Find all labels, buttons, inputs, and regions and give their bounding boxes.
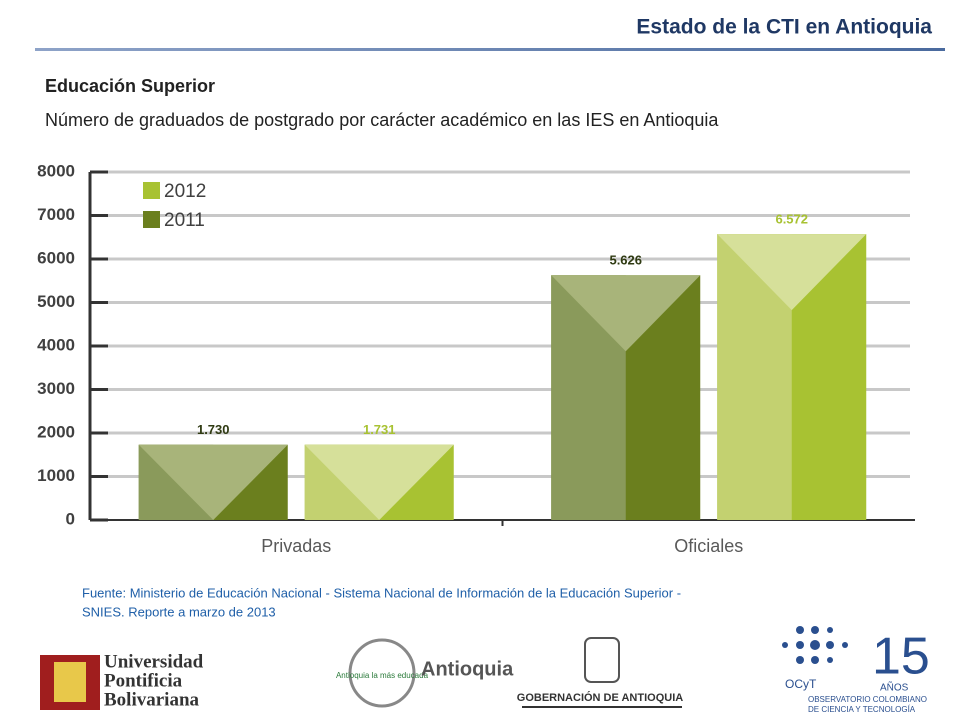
ocyt-name: DE CIENCIA Y TECNOLOGÍA <box>808 705 916 714</box>
upb-name: Bolivariana <box>104 689 200 710</box>
bar-facet <box>551 275 701 352</box>
x-tick-label: Oficiales <box>674 536 743 556</box>
legend-label: 2012 <box>164 181 206 202</box>
seal-text: Antioquia la más educada <box>336 671 429 680</box>
y-tick-label: 8000 <box>37 161 75 180</box>
ocyt-dots <box>782 626 848 664</box>
y-tick-label: 6000 <box>37 248 75 267</box>
value-label: 6.572 <box>775 212 808 227</box>
gob-text: GOBERNACIÓN DE ANTIOQUIA <box>517 691 683 704</box>
gob-line <box>522 706 682 708</box>
section-title: Educación Superior <box>45 76 215 96</box>
upb-shield-inner <box>54 662 86 702</box>
y-tick-label: 5000 <box>37 292 75 311</box>
legend-swatch <box>143 182 160 199</box>
header-title: Estado de la CTI en Antioquia <box>636 16 932 39</box>
chart-title: Número de graduados de postgrado por car… <box>45 110 719 130</box>
y-tick-label: 4000 <box>37 335 75 354</box>
bar-facet <box>138 444 288 520</box>
upb-name: Pontificia <box>104 670 183 691</box>
source-line: SNIES. Reporte a marzo de 2013 <box>82 604 276 619</box>
value-label: 5.626 <box>609 253 642 268</box>
bar-facet <box>304 444 454 520</box>
logo-upb: Universidad Pontificia Bolivariana <box>40 651 204 710</box>
ocyt-acronym: OCyT <box>785 677 817 691</box>
source-line: Fuente: Ministerio de Educación Nacional… <box>82 585 681 600</box>
gob-shield <box>584 637 620 683</box>
ocyt-years: AÑOS <box>880 681 909 694</box>
legend-swatch <box>143 211 160 228</box>
value-label: 1.730 <box>197 422 230 437</box>
y-tick-label: 1000 <box>37 466 75 485</box>
antioquia-text: Antioquia <box>421 658 514 680</box>
y-tick-label: 3000 <box>37 379 75 398</box>
ocyt-number: 15 <box>872 628 930 686</box>
header-line <box>35 48 945 51</box>
chart: 0 1000 2000 3000 4000 5000 6000 7000 8000 Privada… <box>37 161 915 556</box>
y-tick-label: 7000 <box>37 205 75 224</box>
ocyt-name: OBSERVATORIO COLOMBIANO <box>808 695 927 704</box>
y-tick-label: 0 <box>66 509 75 528</box>
logo-ocyt: 15 AÑOS OCyT OBSERVATORIO COLOMBIANO DE … <box>782 626 930 714</box>
upb-name: Universidad <box>104 651 204 672</box>
x-tick-label: Privadas <box>261 536 331 556</box>
bar-facet <box>717 234 867 311</box>
logo-antioquia: Antioquia la más educada Antioquia <box>336 638 514 708</box>
legend-label: 2011 <box>164 210 205 231</box>
logo-gobernacion: GOBERNACIÓN DE ANTIOQUIA <box>517 637 683 708</box>
seal-ring <box>348 638 416 708</box>
y-tick-label: 2000 <box>37 422 75 441</box>
value-label: 1.731 <box>363 422 396 437</box>
